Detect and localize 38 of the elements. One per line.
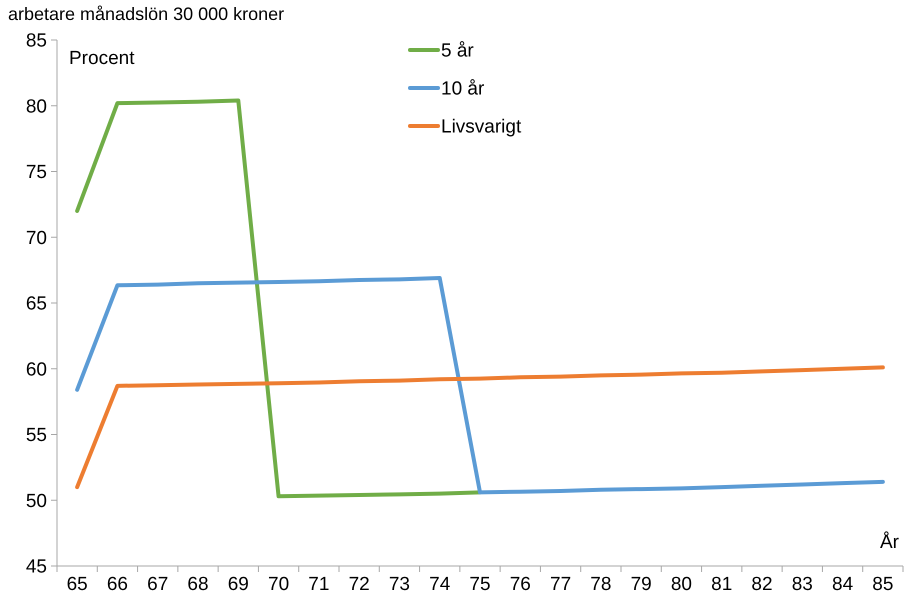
y-tick-label: 75 <box>26 162 47 184</box>
x-tick-label: 76 <box>510 574 531 595</box>
x-tick-label: 81 <box>711 574 732 595</box>
y-axis-title: Procent <box>69 48 136 69</box>
x-tick-label: 75 <box>469 574 491 595</box>
x-tick-label: 80 <box>670 574 692 595</box>
x-tick-label: 79 <box>630 574 652 595</box>
legend-label: Livsvarigt <box>441 116 522 138</box>
x-tick-label: 68 <box>187 574 209 595</box>
line-series <box>75 365 885 490</box>
x-tick-label: 65 <box>66 574 88 595</box>
x-tick-label: 70 <box>268 574 290 595</box>
y-tick-label: 50 <box>26 490 47 512</box>
x-tick-label: 74 <box>429 574 451 595</box>
y-tick-label: 65 <box>26 294 47 315</box>
y-tick-label: 45 <box>26 556 47 578</box>
x-tick-label: 85 <box>872 574 894 595</box>
x-tick-label: 72 <box>348 574 370 595</box>
x-tick-label: 83 <box>792 574 813 595</box>
x-tick-label: 67 <box>147 574 168 595</box>
y-tick-label: 70 <box>26 228 47 249</box>
x-tick-label: 69 <box>228 574 249 595</box>
x-tick-label: 82 <box>751 574 773 595</box>
y-tick-label: 55 <box>26 425 47 446</box>
x-tick-label: 73 <box>388 574 410 595</box>
line-series <box>75 276 885 494</box>
x-tick-label: 77 <box>550 574 572 595</box>
x-tick-label: 84 <box>832 574 854 595</box>
x-axis-title: År <box>880 531 900 553</box>
x-tick-label: 78 <box>590 574 612 595</box>
x-tick-label: 71 <box>308 574 330 595</box>
x-tick-label: 66 <box>106 574 128 595</box>
y-tick-label: 85 <box>26 30 47 52</box>
legend-label: 10 år <box>441 78 485 100</box>
chart-title: arbetare månadslön 30 000 kroner <box>8 4 284 24</box>
y-tick-label: 60 <box>26 359 47 380</box>
y-tick-label: 80 <box>26 96 47 118</box>
legend-label: 5 år <box>441 40 474 62</box>
